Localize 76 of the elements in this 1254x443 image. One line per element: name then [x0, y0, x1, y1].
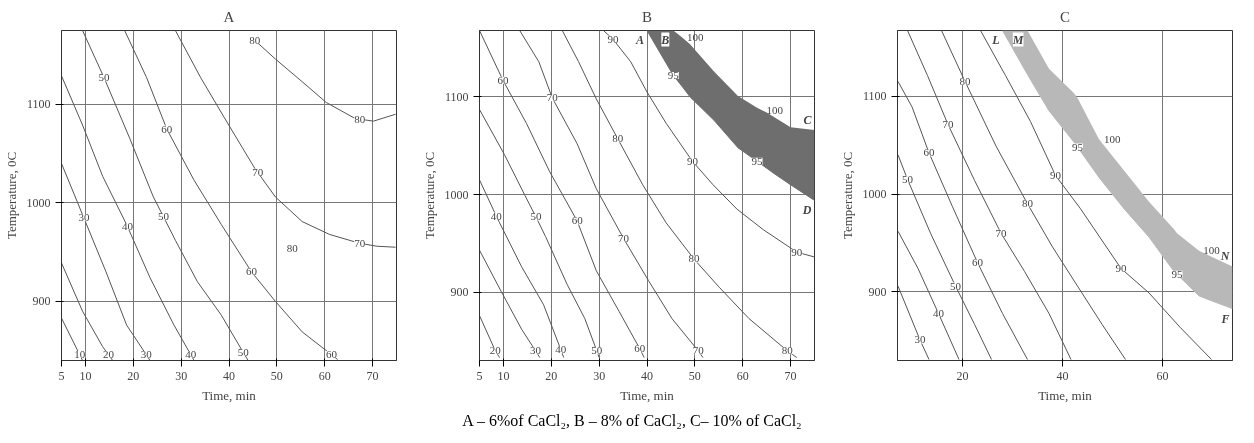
annotation: 70	[618, 231, 630, 244]
y-tick-label: 1000	[862, 187, 887, 202]
x-tick-label: 20	[956, 368, 969, 383]
x-axis-title: Time, min	[202, 387, 257, 403]
annotation: A	[635, 32, 645, 47]
x-tick-label: 20	[545, 368, 558, 383]
y-tick-label: 1100	[862, 89, 887, 104]
annotation: 80	[781, 344, 794, 357]
annotation: 60	[245, 265, 258, 278]
x-tick-label: 60	[1156, 368, 1169, 383]
annotation: 80	[688, 252, 700, 265]
x-tick-label: 60	[318, 368, 331, 383]
annotation: 100	[1104, 132, 1121, 145]
x-tick-label: 70	[366, 368, 379, 383]
annotation: B	[660, 32, 670, 47]
x-tick-label: 40	[1056, 368, 1069, 383]
x-tick-label: 50	[270, 368, 283, 383]
x-tick-label: 5	[58, 368, 65, 383]
annotation: 60	[497, 73, 509, 86]
annotation: 60	[972, 256, 984, 269]
chart-title: B	[642, 8, 653, 25]
annotation: 50	[237, 346, 250, 359]
annotation: N	[1219, 249, 1231, 264]
x-tick-label: 40	[223, 368, 235, 383]
annotation: 90	[686, 154, 699, 167]
x-tick-label: 30	[175, 368, 188, 383]
x-tick-label: 50	[688, 368, 701, 383]
annotation: 50	[157, 210, 170, 223]
x-tick-label: 20	[127, 368, 140, 383]
annotation: 60	[161, 122, 173, 135]
x-tick-label: 5	[476, 368, 483, 383]
annotation: 60	[325, 348, 338, 361]
annotation: 90	[607, 32, 620, 45]
y-tick-label: 900	[868, 284, 887, 299]
y-tick-label: 1000	[26, 195, 51, 210]
annotation: 60	[571, 214, 584, 227]
text: A – 6%of CaCl₂, B – 8% of CaCl₂, C– 10% of CaCl₂	[462, 411, 802, 431]
annotation: 70	[546, 91, 559, 104]
annotation: 100	[1203, 243, 1221, 256]
y-tick-label: 1000	[444, 187, 469, 202]
annotation: 80	[612, 132, 624, 145]
annotation: 95	[1072, 140, 1084, 153]
annotation: 90	[1050, 168, 1062, 181]
annotation: C	[803, 113, 813, 128]
y-axis-title: Temperature, 0C	[421, 151, 437, 240]
x-tick-label: 70	[784, 368, 797, 383]
y-tick-label: 900	[32, 294, 51, 309]
annotation: 80	[286, 241, 299, 254]
x-tick-label: 10	[79, 368, 92, 383]
y-tick-label: 1100	[26, 97, 51, 112]
annotation: 90	[791, 245, 803, 258]
annotation: 30	[78, 211, 90, 224]
y-tick-label: 900	[450, 285, 469, 300]
annotation: 70	[692, 344, 705, 357]
y-axis-title: Temperature, 0C	[839, 151, 855, 240]
x-tick-label: 60	[736, 368, 749, 383]
annotation: 60	[634, 342, 646, 355]
chart-title: C	[1060, 8, 1071, 25]
annotation: 100	[766, 104, 784, 117]
annotation: 40	[122, 220, 134, 233]
annotation: L	[991, 32, 1000, 47]
annotation: M	[1011, 32, 1024, 47]
annotation: F	[1220, 311, 1230, 326]
annotation: 50	[98, 71, 111, 84]
x-tick-label: 30	[593, 368, 606, 383]
x-axis-title: Time, min	[620, 387, 675, 403]
y-tick-label: 1100	[444, 89, 469, 104]
x-tick-label: 40	[641, 368, 653, 383]
chart-title: A	[223, 8, 235, 25]
annotation: D	[801, 203, 812, 218]
y-axis-title: Temperature, 0C	[3, 151, 19, 240]
annotation: 50	[902, 172, 914, 185]
annotation: 50	[950, 279, 962, 292]
x-tick-label: 10	[497, 368, 510, 383]
x-axis-title: Time, min	[1038, 387, 1093, 403]
annotation: 80	[1022, 197, 1034, 210]
